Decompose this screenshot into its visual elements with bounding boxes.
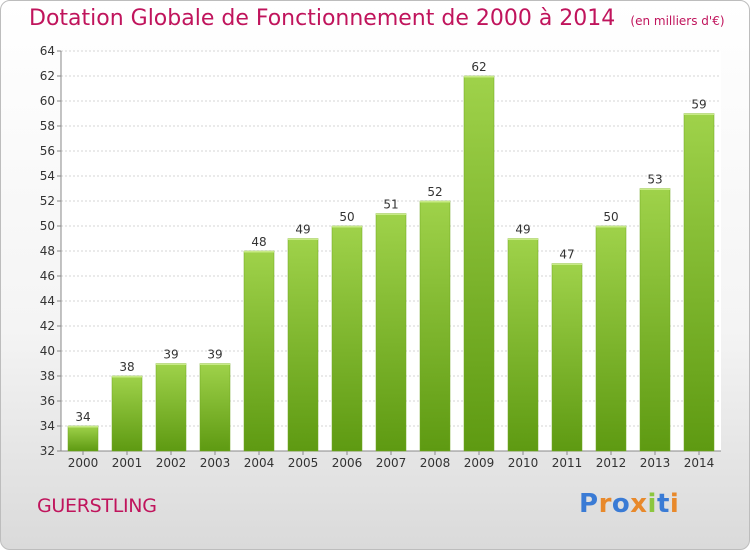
bar: [199, 363, 231, 452]
bar-highlight: [640, 188, 670, 190]
x-tick-label: 2010: [508, 456, 539, 470]
x-tick-label: 2003: [200, 456, 231, 470]
x-tick-label: 2000: [68, 456, 99, 470]
data-label: 53: [647, 173, 662, 187]
x-tick-label: 2002: [156, 456, 187, 470]
data-label: 62: [471, 60, 486, 74]
bar-highlight: [244, 251, 274, 253]
data-label: 34: [75, 410, 90, 424]
x-tick-label: 2014: [684, 456, 715, 470]
bar: [111, 375, 143, 452]
bar-highlight: [420, 201, 450, 203]
bar-highlight: [200, 363, 230, 365]
logo-letter: x: [630, 489, 648, 519]
data-label: 51: [383, 198, 398, 212]
data-label: 49: [295, 223, 310, 237]
y-tick-label: 50: [40, 219, 55, 233]
x-tick-label: 2011: [552, 456, 583, 470]
x-tick-label: 2001: [112, 456, 143, 470]
y-tick-label: 62: [40, 69, 55, 83]
y-tick-label: 44: [40, 294, 55, 308]
y-tick-label: 36: [40, 394, 55, 408]
bar: [639, 188, 671, 452]
x-tick-label: 2009: [464, 456, 495, 470]
commune-name: GUERSTLING: [37, 495, 157, 517]
data-label: 59: [691, 98, 706, 112]
x-tick-label: 2004: [244, 456, 275, 470]
data-label: 38: [119, 360, 134, 374]
bar-highlight: [508, 238, 538, 240]
chart-title-text: Dotation Globale de Fonctionnement de 20…: [29, 6, 616, 31]
y-tick-label: 58: [40, 119, 55, 133]
bar: [507, 238, 539, 452]
logo-letter: r: [598, 489, 612, 519]
bar-highlight: [552, 263, 582, 265]
bar-highlight: [288, 238, 318, 240]
x-tick-label: 2008: [420, 456, 451, 470]
bar-highlight: [156, 363, 186, 365]
x-tick-label: 2013: [640, 456, 671, 470]
data-label: 50: [339, 210, 354, 224]
y-tick-label: 56: [40, 144, 55, 158]
y-tick-label: 40: [40, 344, 55, 358]
bar-highlight: [376, 213, 406, 215]
x-tick-label: 2012: [596, 456, 627, 470]
data-label: 49: [515, 223, 530, 237]
logo-letter: i: [647, 489, 657, 519]
bar: [67, 425, 99, 452]
y-tick-label: 54: [40, 169, 55, 183]
bar-highlight: [464, 76, 494, 78]
bar: [551, 263, 583, 452]
bar-highlight: [68, 426, 98, 428]
data-label: 50: [603, 210, 618, 224]
y-tick-label: 48: [40, 244, 55, 258]
y-tick-label: 32: [40, 444, 55, 458]
data-label: 52: [427, 185, 442, 199]
bar: [375, 213, 407, 452]
y-tick-label: 52: [40, 194, 55, 208]
y-tick-label: 64: [40, 44, 55, 58]
logo-letter: t: [656, 489, 670, 519]
y-tick-label: 42: [40, 319, 55, 333]
y-tick-label: 38: [40, 369, 55, 383]
x-tick-label: 2006: [332, 456, 363, 470]
data-label: 47: [559, 248, 574, 262]
x-tick-label: 2005: [288, 456, 319, 470]
y-tick-label: 34: [40, 419, 55, 433]
y-tick-label: 46: [40, 269, 55, 283]
bar: [287, 238, 319, 452]
proxiti-logo: Proxiti: [579, 489, 679, 519]
bar-highlight: [596, 226, 626, 228]
bar: [595, 225, 627, 452]
bar-highlight: [684, 113, 714, 115]
logo-letter: P: [579, 489, 599, 519]
bar: [155, 363, 187, 452]
chart-unit: (en milliers d'€): [630, 14, 725, 28]
bar: [243, 250, 275, 452]
y-tick-label: 60: [40, 94, 55, 108]
data-label: 39: [163, 348, 178, 362]
data-label: 39: [207, 348, 222, 362]
chart-title: Dotation Globale de Fonctionnement de 20…: [29, 6, 725, 31]
bar: [683, 113, 715, 452]
bar: [331, 225, 363, 452]
bar-highlight: [332, 226, 362, 228]
bar: [463, 75, 495, 452]
logo-letter: i: [669, 489, 680, 519]
data-label: 48: [251, 235, 266, 249]
bar: [419, 200, 451, 452]
bar-highlight: [112, 376, 142, 378]
logo-letter: o: [611, 489, 631, 519]
x-tick-label: 2007: [376, 456, 407, 470]
